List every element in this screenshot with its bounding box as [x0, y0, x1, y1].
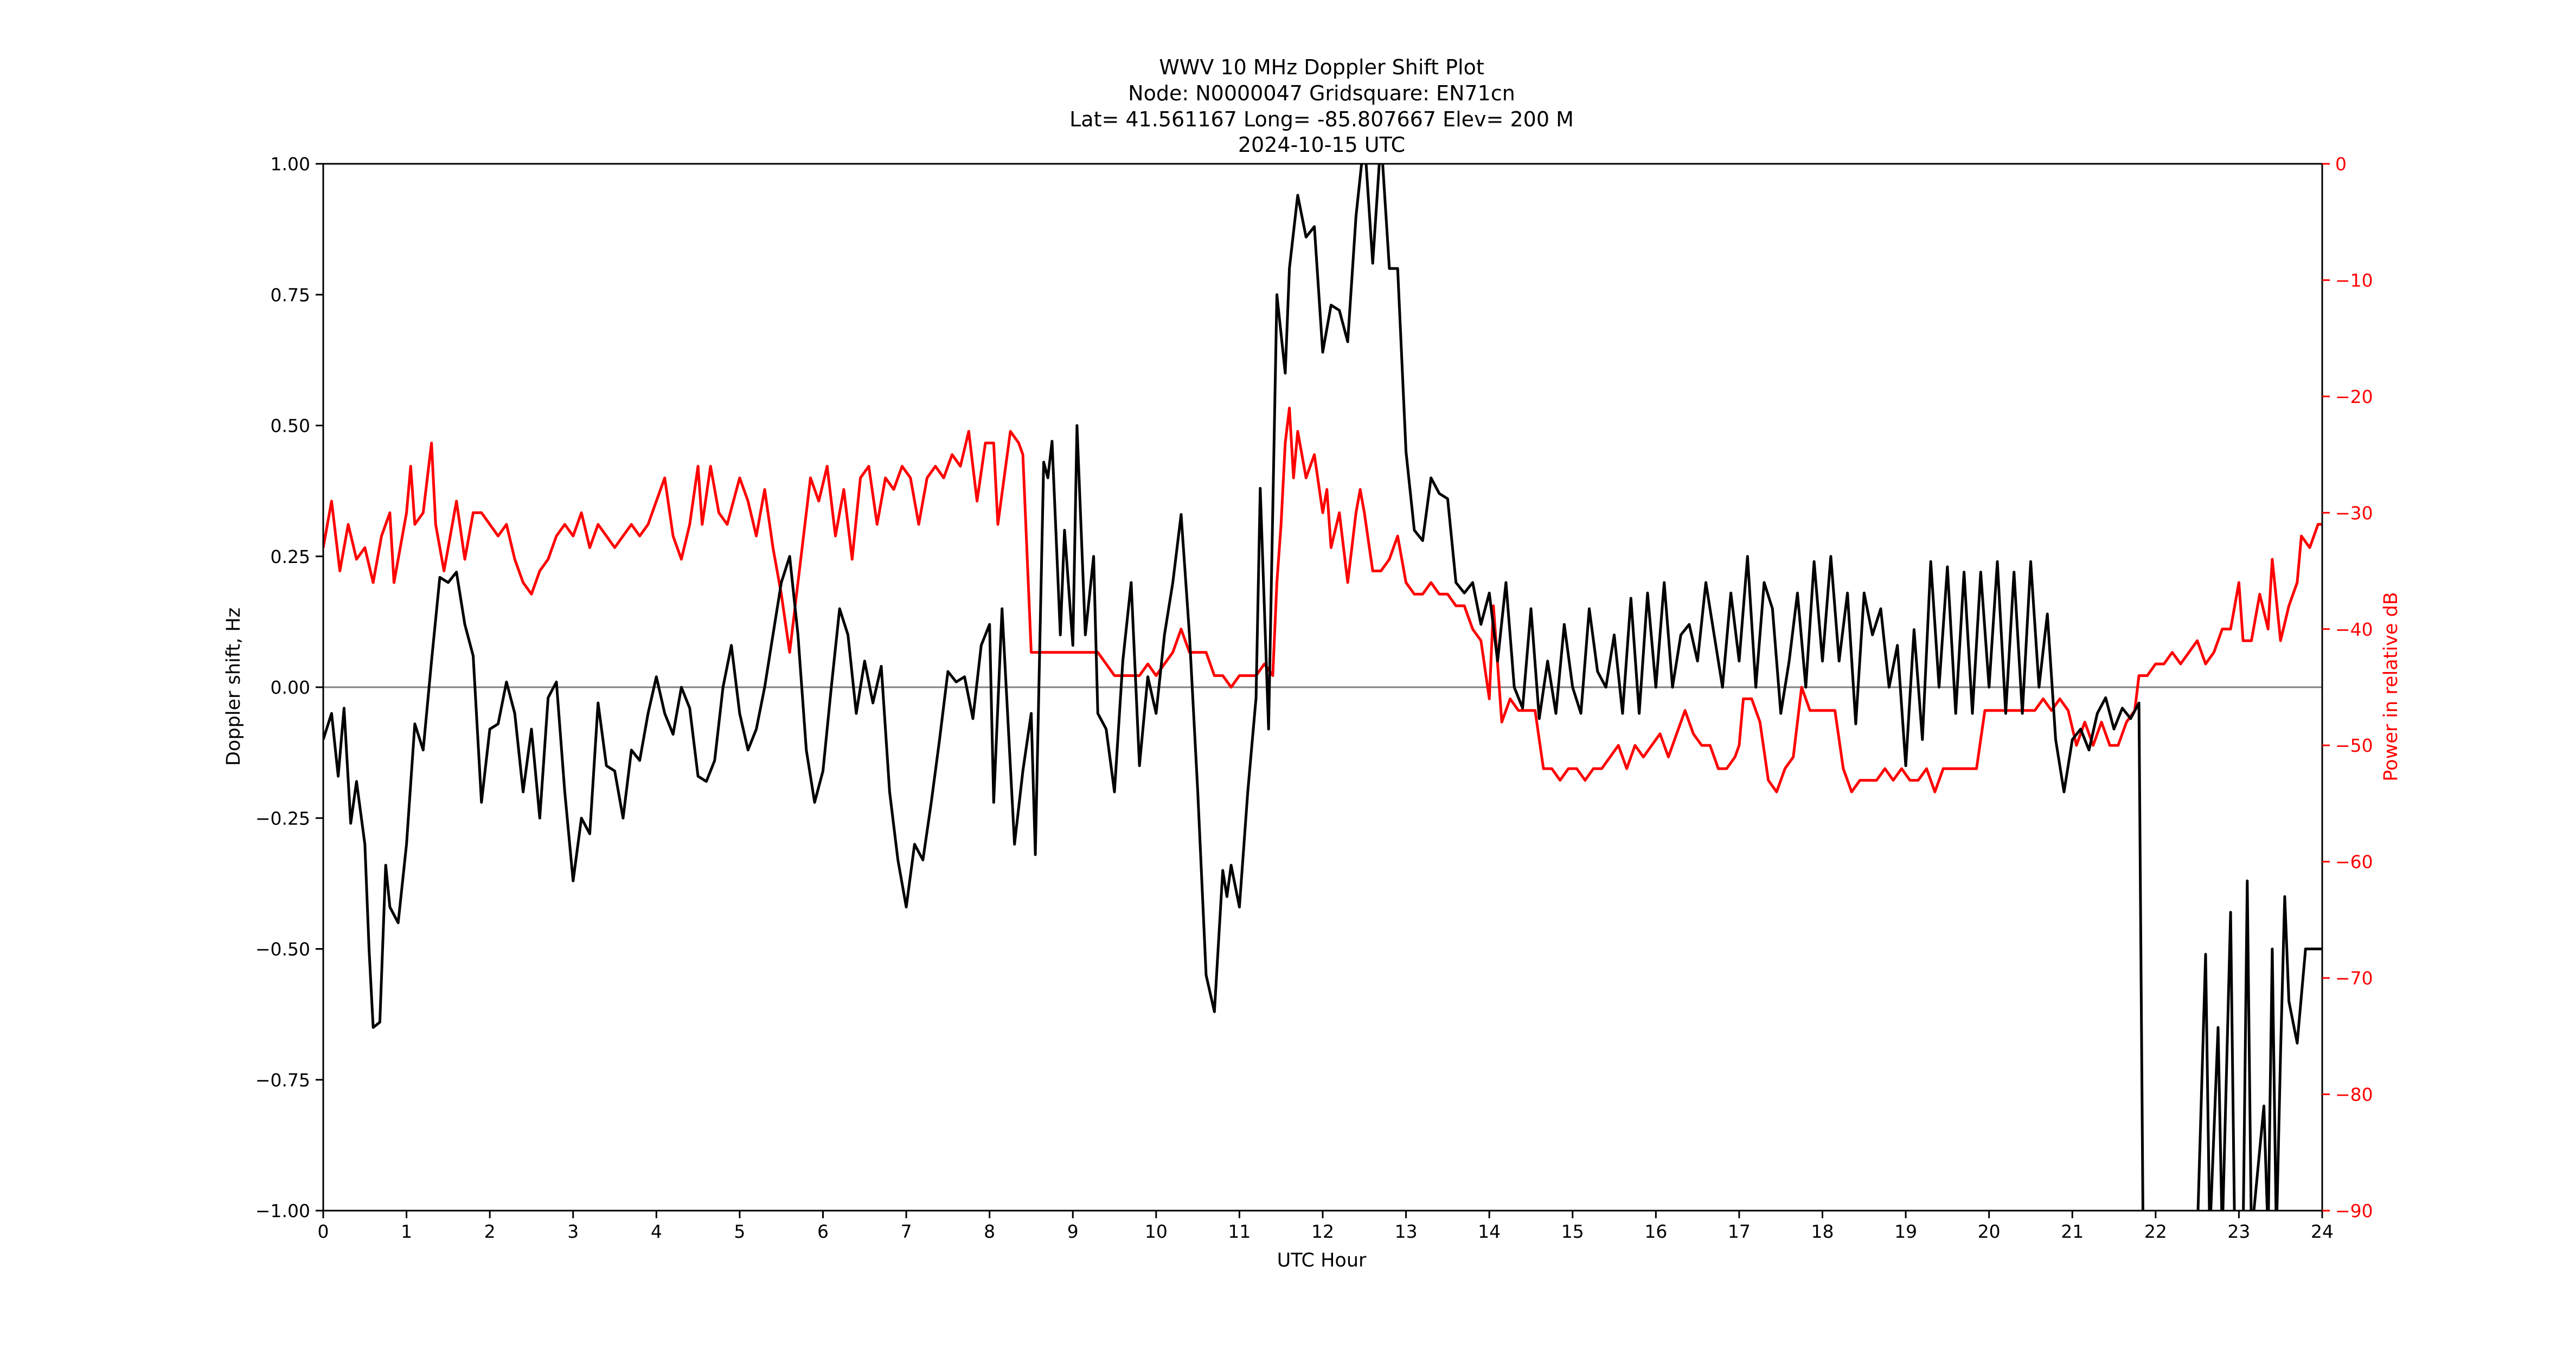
x-tick-label: 15: [1561, 1221, 1584, 1242]
x-tick-label: 17: [1728, 1221, 1751, 1242]
x-tick-label: 21: [2061, 1221, 2084, 1242]
y2-tick-label: −10: [2335, 270, 2373, 291]
title-line-node: Node: N0000047 Gridsquare: EN71cn: [1128, 81, 1515, 105]
y2-axis-label: Power in relative dB: [2380, 592, 2402, 781]
x-tick-label: 0: [318, 1221, 329, 1242]
y2-tick-label: −70: [2335, 968, 2373, 989]
y-tick-label: 0.75: [271, 284, 310, 305]
x-tick-label: 13: [1395, 1221, 1418, 1242]
x-tick-label: 16: [1644, 1221, 1667, 1242]
plot-area: 0 1 2 3 4 5 6 7 8 9 10 11 12 13 14 15 16 17 18 19 20 21 22 23 24…: [255, 153, 2373, 1242]
title-line-date: 2024-10-15 UTC: [1238, 133, 1405, 157]
y-tick-label: −0.75: [255, 1070, 310, 1091]
title-line-1: WWV 10 MHz Doppler Shift Plot: [1159, 55, 1484, 79]
x-tick-label: 11: [1228, 1221, 1251, 1242]
title-line-location: Lat= 41.561167 Long= -85.807667 Elev= 20…: [1069, 107, 1574, 131]
x-tick-label: 22: [2144, 1221, 2167, 1242]
x-tick-label: 7: [901, 1221, 912, 1242]
x-tick-label: 19: [1894, 1221, 1917, 1242]
x-axis-label: UTC Hour: [1277, 1250, 1367, 1271]
y2-tick-label: −90: [2335, 1200, 2373, 1221]
y-tick-label: −0.25: [255, 808, 310, 829]
y2-tick-label: −40: [2335, 619, 2373, 640]
y-tick-label: 0.50: [271, 415, 310, 437]
x-tick-label: 8: [984, 1221, 995, 1242]
x-tick-label: 3: [567, 1221, 579, 1242]
y-tick-label: −0.50: [255, 939, 310, 960]
y2-tick-label: −20: [2335, 386, 2373, 407]
y2-tick-label: −80: [2335, 1084, 2373, 1105]
x-tick-label: 12: [1311, 1221, 1334, 1242]
y2-tick-label: −60: [2335, 852, 2373, 873]
x-tick-label: 4: [651, 1221, 662, 1242]
y2-tick-label: 0: [2335, 153, 2347, 175]
doppler-series-line: [323, 164, 2322, 1211]
x-tick-label: 6: [817, 1221, 829, 1242]
power-series-line: [323, 406, 2322, 794]
x-tick-label: 18: [1811, 1221, 1834, 1242]
y-tick-label: 1.00: [271, 153, 310, 175]
x-tick-label: 14: [1478, 1221, 1501, 1242]
chart-title: WWV 10 MHz Doppler Shift Plot Node: N000…: [1069, 55, 1574, 157]
x-tick-label: 10: [1145, 1221, 1168, 1242]
x-tick-label: 1: [401, 1221, 412, 1242]
x-tick-label: 5: [734, 1221, 745, 1242]
x-tick-label: 20: [1978, 1221, 2001, 1242]
x-tick-label: 9: [1067, 1221, 1079, 1242]
x-tick-label: 23: [2227, 1221, 2250, 1242]
x-tick-label: 24: [2311, 1221, 2334, 1242]
y-axis-label: Doppler shift, Hz: [223, 607, 245, 766]
y2-tick-label: −50: [2335, 735, 2373, 756]
y-tick-label: 0.00: [271, 677, 310, 698]
y-tick-label: −1.00: [255, 1200, 310, 1221]
x-tick-label: 2: [484, 1221, 496, 1242]
y-tick-label: 0.25: [271, 546, 310, 567]
y2-tick-label: −30: [2335, 502, 2373, 523]
